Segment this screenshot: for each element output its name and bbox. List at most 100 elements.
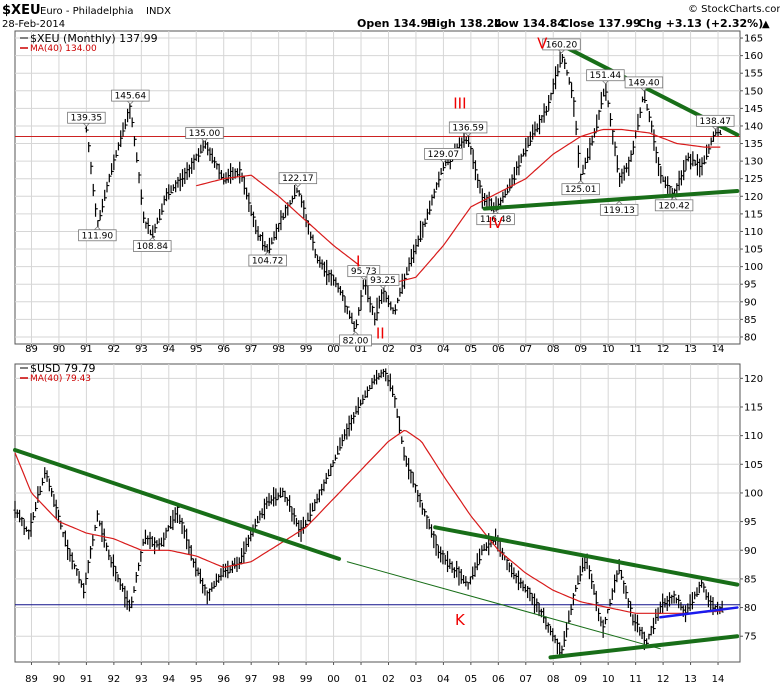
wave-label: K	[455, 611, 466, 629]
x-tick-label: 98	[272, 344, 285, 355]
x-tick-label: 11	[629, 674, 642, 685]
y-tick-label: 85	[744, 315, 757, 326]
callout-box	[278, 172, 318, 185]
y-tick-label: 150	[744, 86, 763, 97]
x-tick-label: 07	[519, 344, 532, 355]
callout-label: 122.17	[282, 174, 314, 184]
moving-average-line	[14, 429, 723, 614]
callout-label: 151.44	[590, 71, 622, 81]
x-tick-label: 14	[712, 674, 725, 685]
quote-high: High 138.24	[427, 17, 502, 30]
x-tick-label: 04	[437, 344, 450, 355]
wave-label: III	[453, 94, 466, 112]
callout-label: 138.47	[700, 117, 732, 127]
x-tick-label: 13	[684, 344, 697, 355]
y-tick-label: 105	[744, 460, 763, 471]
callout-box	[599, 203, 639, 216]
y-tick-label: 90	[744, 297, 757, 308]
callout-box	[111, 89, 150, 102]
wave-label: I	[356, 253, 360, 271]
callout-box	[654, 199, 694, 212]
x-tick-label: 03	[410, 674, 423, 685]
x-tick-label: 99	[300, 674, 313, 685]
y-tick-label: 145	[744, 104, 763, 115]
trendline	[346, 561, 661, 650]
x-tick-label: 00	[327, 344, 340, 355]
x-tick-label: 01	[355, 674, 368, 685]
x-tick-label: 09	[574, 344, 587, 355]
x-tick-label: 92	[107, 674, 120, 685]
callout-box	[476, 213, 515, 226]
y-tick-label: 110	[744, 227, 763, 238]
y-tick-label: 165	[744, 34, 763, 45]
callout-label: 104.72	[252, 257, 284, 267]
chart-date: 28-Feb-2014	[2, 19, 65, 30]
x-tick-label: 13	[684, 674, 697, 685]
callout-box	[624, 76, 664, 89]
x-tick-label: 05	[465, 674, 478, 685]
legend-xeu: $XEU (Monthly) 137.99	[30, 32, 158, 45]
callout-label: 111.90	[82, 231, 114, 241]
trendline	[659, 606, 739, 619]
y-tick-label: 125	[744, 174, 763, 185]
legend-xeu-ma: MA(40) 134.00	[30, 44, 97, 54]
quote-close: Close 137.99	[561, 17, 641, 30]
callout-box	[67, 111, 106, 124]
x-tick-label: 12	[657, 344, 670, 355]
x-tick-label: 96	[217, 674, 230, 685]
x-tick-label: 94	[162, 344, 175, 355]
x-tick-label: 98	[272, 674, 285, 685]
callout-label: 119.13	[603, 206, 635, 216]
x-tick-label: 96	[217, 344, 230, 355]
quote-open: Open 134.93	[357, 17, 436, 30]
x-tick-label: 01	[355, 344, 368, 355]
wave-label: IV	[488, 214, 503, 232]
y-tick-label: 100	[744, 262, 763, 273]
x-tick-label: 00	[327, 674, 340, 685]
callout-box	[347, 265, 381, 278]
y-tick-label: 85	[744, 574, 757, 585]
callout-box	[542, 38, 581, 51]
symbol-title: $XEU	[2, 3, 41, 18]
trendline	[548, 634, 740, 660]
x-tick-label: 09	[574, 674, 587, 685]
x-tick-label: 92	[107, 344, 120, 355]
x-tick-label: 02	[382, 344, 395, 355]
y-tick-label: 80	[744, 332, 757, 343]
x-tick-label: 95	[190, 344, 203, 355]
x-tick-label: 93	[135, 344, 148, 355]
x-tick-label: 07	[519, 674, 532, 685]
y-tick-label: 120	[744, 374, 763, 385]
callout-label: 136.59	[452, 123, 484, 133]
callout-box	[78, 229, 117, 242]
y-tick-label: 105	[744, 245, 763, 256]
callout-label: 149.40	[628, 78, 660, 88]
x-tick-label: 91	[80, 344, 93, 355]
callout-box	[586, 69, 625, 82]
x-tick-label: 97	[245, 344, 258, 355]
y-tick-label: 135	[744, 139, 763, 150]
callout-box	[133, 240, 172, 252]
quote-change: Chg +3.13 (+2.32%)	[638, 17, 763, 30]
legend-usd-ma: MA(40) 79.43	[30, 374, 91, 384]
x-tick-label: 99	[300, 344, 313, 355]
x-tick-label: 90	[53, 344, 66, 355]
callout-box	[424, 147, 463, 160]
trendline	[482, 189, 740, 211]
instrument-name: Euro - Philadelphia	[40, 6, 134, 17]
trendline	[433, 525, 740, 587]
y-tick-label: 100	[744, 488, 763, 499]
wave-label: II	[376, 325, 385, 343]
callout-box	[248, 254, 287, 267]
x-tick-label: 11	[629, 344, 642, 355]
y-tick-label: 160	[744, 51, 763, 62]
callout-box	[696, 114, 735, 127]
x-tick-label: 89	[25, 344, 38, 355]
x-tick-label: 04	[437, 674, 450, 685]
y-tick-label: 110	[744, 431, 763, 442]
callout-box	[339, 334, 372, 347]
x-tick-label: 93	[135, 674, 148, 685]
legend-usd: $USD 79.79	[30, 362, 96, 375]
callout-label: 139.35	[71, 114, 103, 124]
